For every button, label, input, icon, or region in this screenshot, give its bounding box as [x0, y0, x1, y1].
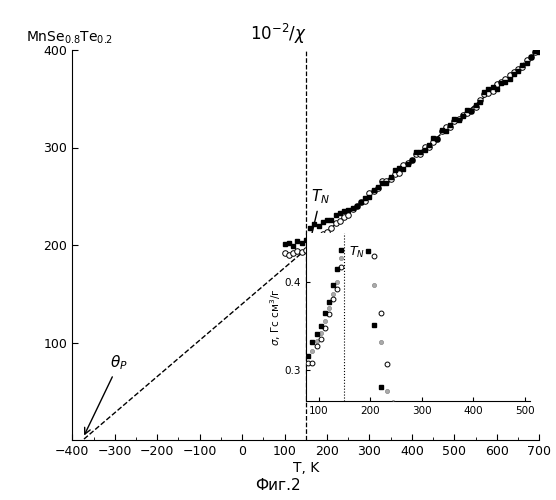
X-axis label: T, K: T, K — [292, 460, 319, 474]
Text: $10^{-2}/\chi$: $10^{-2}/\chi$ — [250, 22, 307, 46]
Text: $\theta_P$: $\theta_P$ — [85, 353, 128, 434]
Text: $T_N$: $T_N$ — [305, 187, 330, 256]
Text: Фиг.2: Фиг.2 — [255, 478, 301, 493]
Text: MnSe$_{0.8}$Te$_{0.2}$: MnSe$_{0.8}$Te$_{0.2}$ — [26, 30, 112, 46]
